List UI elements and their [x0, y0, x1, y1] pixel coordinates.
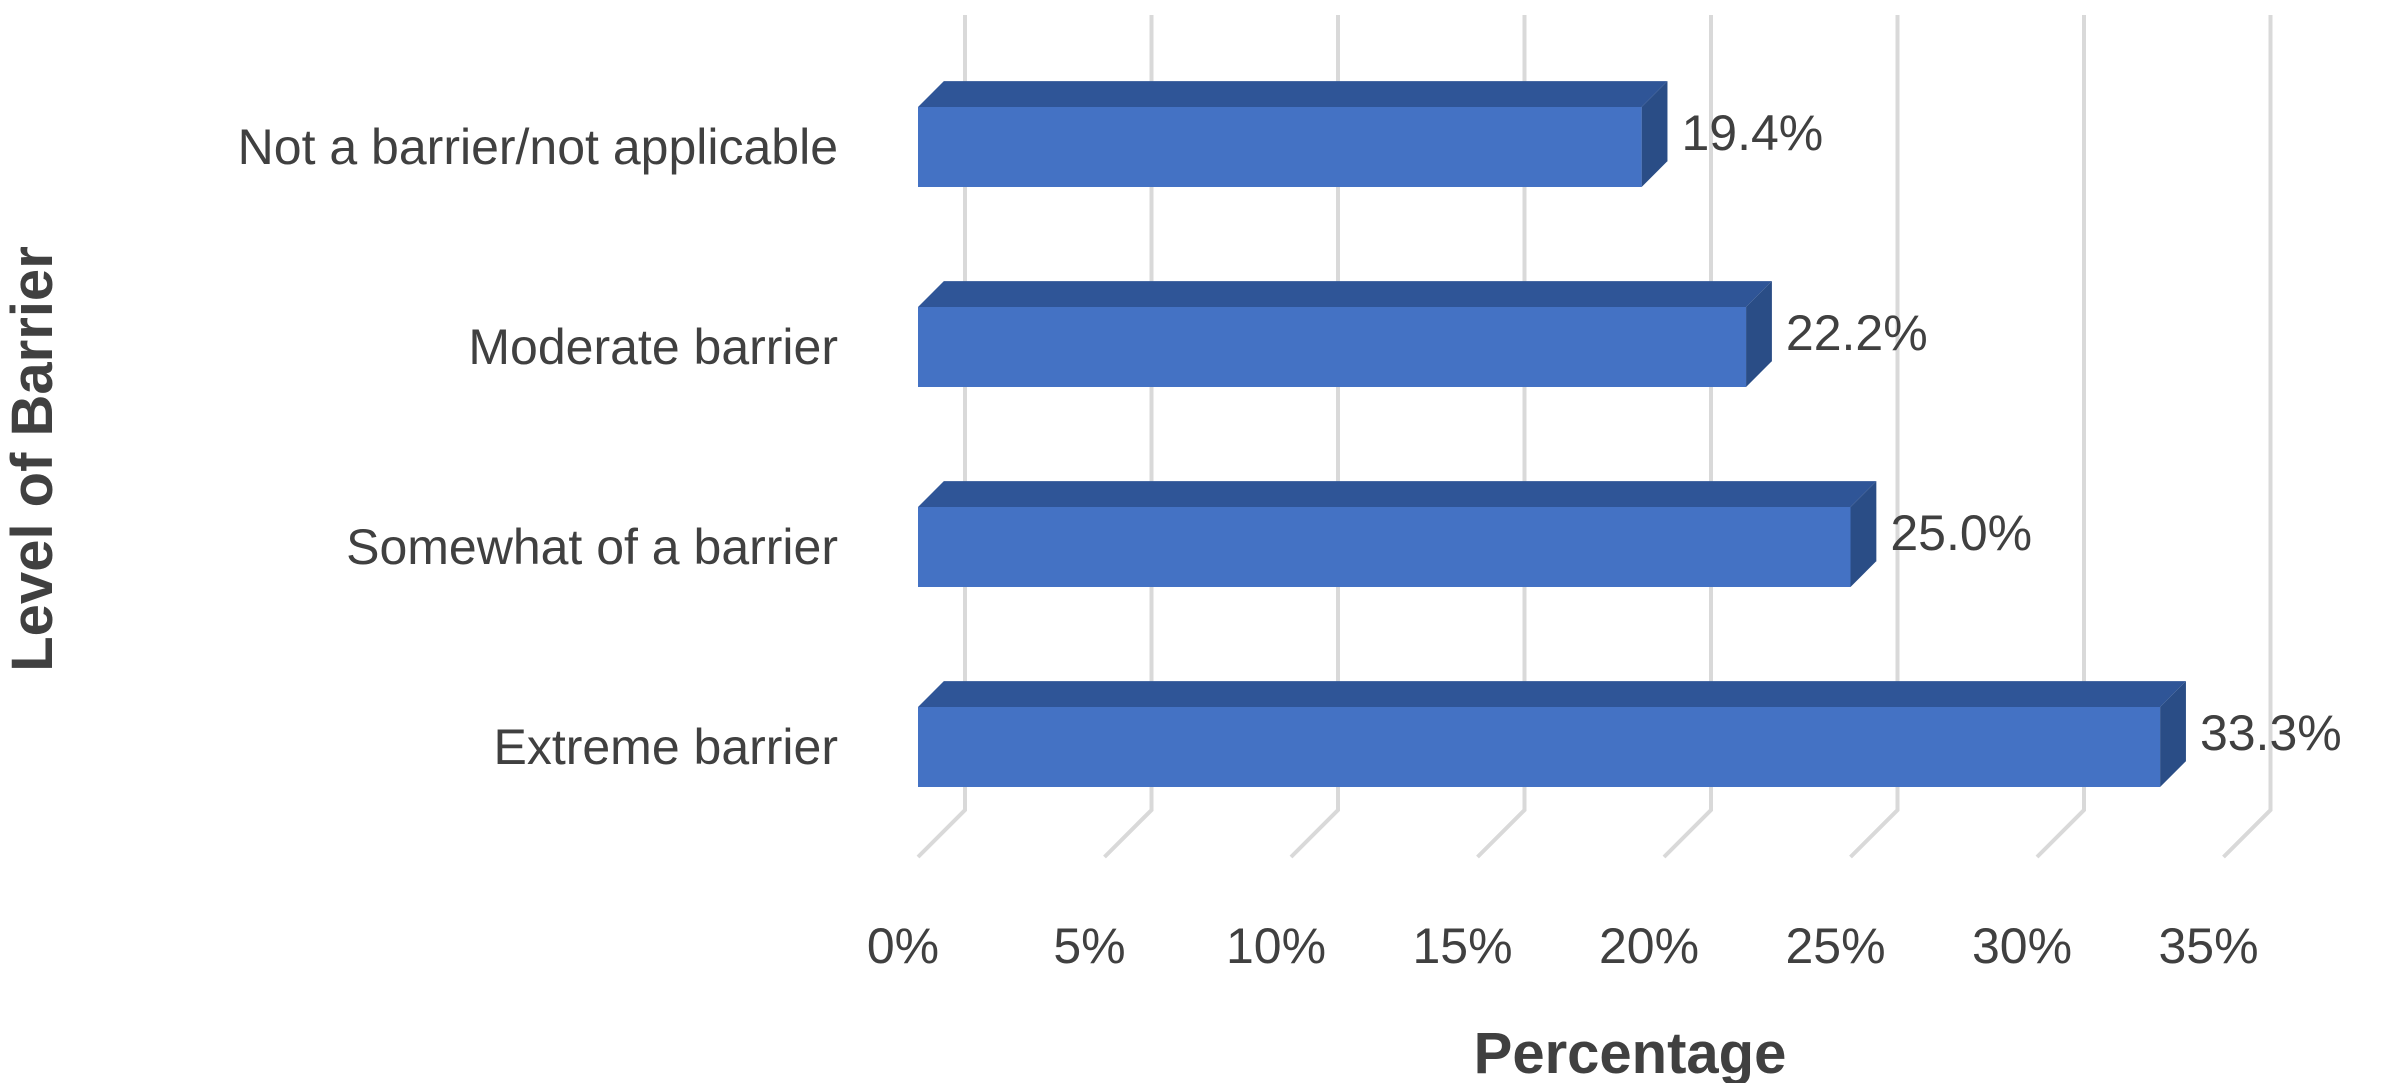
- category-label: Not a barrier/not applicable: [238, 119, 838, 175]
- gridline: [2035, 15, 2086, 859]
- x-tick-label: 15%: [1412, 918, 1512, 974]
- bar-front-face: [918, 507, 1851, 587]
- bar-top-face: [918, 681, 2186, 707]
- gridline: [1476, 15, 1527, 859]
- gridline: [1289, 15, 1340, 859]
- bar-front-face: [918, 307, 1747, 387]
- bar-side-face: [1746, 281, 1772, 387]
- category-label: Moderate barrier: [468, 319, 838, 375]
- category-label: Extreme barrier: [493, 719, 838, 775]
- x-tick-label: 25%: [1785, 918, 1885, 974]
- x-tick-label: 10%: [1226, 918, 1326, 974]
- x-axis-title: Percentage: [1474, 1021, 1787, 1083]
- gridlines: [916, 15, 2273, 859]
- gridline: [916, 15, 967, 859]
- x-tick-label: 35%: [2158, 918, 2258, 974]
- data-label: 25.0%: [1890, 505, 2032, 561]
- data-label: 33.3%: [2200, 705, 2342, 761]
- bar: [918, 81, 1668, 187]
- bars: [918, 81, 2186, 787]
- x-tick-label: 5%: [1053, 918, 1125, 974]
- data-label: 19.4%: [1681, 105, 1823, 161]
- bar-side-face: [2160, 681, 2186, 787]
- bar-front-face: [918, 107, 1642, 187]
- bar-side-face: [1641, 81, 1668, 187]
- bar-top-face: [918, 481, 1877, 507]
- category-label: Somewhat of a barrier: [346, 519, 838, 575]
- gridline: [1103, 15, 1154, 859]
- data-label: 22.2%: [1786, 305, 1928, 361]
- bar-top-face: [918, 281, 1772, 307]
- bar: [918, 281, 1772, 387]
- data-labels: 19.4% 22.2% 25.0% 33.3%: [1681, 105, 2341, 761]
- x-tick-label: 0%: [867, 918, 939, 974]
- gridline: [1662, 15, 1713, 859]
- bar: [918, 681, 2186, 787]
- category-labels: Not a barrier/not applicable Moderate bar…: [238, 119, 838, 775]
- x-tick-label: 20%: [1599, 918, 1699, 974]
- bar-side-face: [1850, 481, 1877, 587]
- y-axis-title: Level of Barrier: [0, 246, 65, 672]
- gridline: [2222, 15, 2273, 859]
- bar-top-face: [918, 81, 1668, 107]
- gridline: [1849, 15, 1900, 859]
- bar-front-face: [918, 707, 2161, 787]
- x-tick-label: 30%: [1972, 918, 2072, 974]
- bar: [918, 481, 1877, 587]
- x-tick-labels: 0% 5% 10% 15% 20% 25% 30% 35%: [867, 918, 2259, 974]
